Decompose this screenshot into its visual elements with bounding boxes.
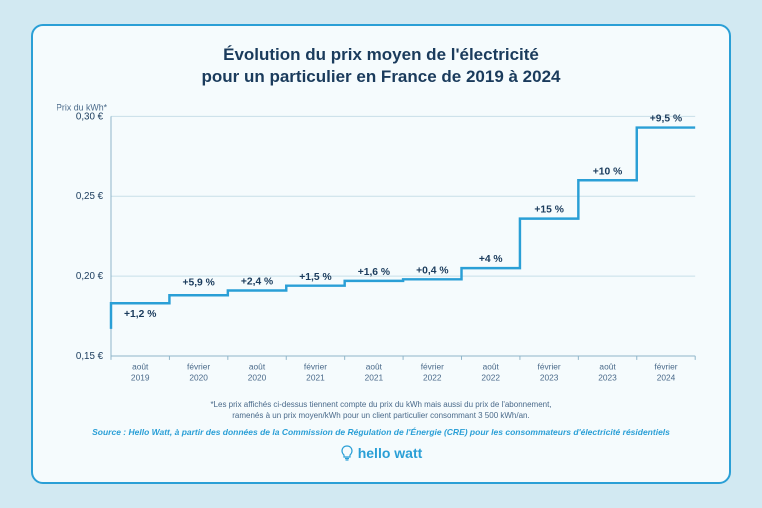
x-tick-label: février — [304, 362, 327, 372]
x-tick-label: février — [538, 362, 561, 372]
source-text: Source : Hello Watt, à partir des donnée… — [57, 427, 705, 437]
logo-text: hello watt — [358, 445, 423, 461]
title-line-1: Évolution du prix moyen de l'électricité — [223, 45, 539, 64]
x-tick-label: 2024 — [657, 373, 676, 383]
lightbulb-icon — [340, 445, 354, 461]
pct-change-label: +1,5 % — [299, 272, 331, 283]
x-tick-label: 2022 — [481, 373, 500, 383]
x-tick-label: février — [654, 362, 677, 372]
x-tick-label: 2021 — [306, 373, 325, 383]
footnote-line-1: *Les prix affichés ci-dessus tiennent co… — [210, 400, 551, 409]
x-tick-label: 2023 — [540, 373, 559, 383]
pct-change-label: +10 % — [593, 167, 622, 178]
x-tick-label: août — [249, 362, 266, 372]
pct-change-label: +0,4 % — [416, 266, 448, 277]
pct-change-label: +2,4 % — [241, 277, 273, 288]
footnote: *Les prix affichés ci-dessus tiennent co… — [57, 400, 705, 421]
x-tick-label: février — [187, 362, 210, 372]
x-tick-label: février — [421, 362, 444, 372]
logo: hello watt — [57, 445, 705, 461]
chart-card: Évolution du prix moyen de l'électricité… — [31, 24, 731, 484]
x-tick-label: 2020 — [248, 373, 267, 383]
x-tick-label: août — [132, 362, 149, 372]
pct-change-label: +1,2 % — [124, 309, 156, 320]
pct-change-label: +9,5 % — [650, 114, 682, 125]
pct-change-label: +4 % — [479, 254, 503, 265]
pct-change-label: +5,9 % — [182, 278, 214, 289]
x-tick-label: 2021 — [365, 373, 384, 383]
y-tick-label: 0,30 € — [76, 112, 104, 123]
x-tick-label: 2020 — [189, 373, 208, 383]
x-tick-label: 2022 — [423, 373, 442, 383]
x-tick-label: août — [599, 362, 616, 372]
y-tick-label: 0,25 € — [76, 191, 104, 202]
footnote-line-2: ramenés à un prix moyen/kWh pour un clie… — [232, 411, 529, 420]
step-chart-svg: 0,15 € 0,20 € 0,25 € 0,30 €Prix du kWh* août… — [57, 96, 705, 396]
y-tick-label: 0,20 € — [76, 271, 104, 282]
x-tick-label: 2023 — [598, 373, 617, 383]
chart-title: Évolution du prix moyen de l'électricité… — [57, 44, 705, 88]
y-tick-label: 0,15 € — [76, 351, 104, 362]
x-tick-label: août — [366, 362, 383, 372]
title-line-2: pour un particulier en France de 2019 à … — [201, 67, 560, 86]
chart-area: 0,15 € 0,20 € 0,25 € 0,30 €Prix du kWh* août… — [57, 96, 705, 396]
x-tick-label: août — [483, 362, 500, 372]
pct-change-label: +1,6 % — [358, 267, 390, 278]
x-tick-label: 2019 — [131, 373, 150, 383]
pct-change-label: +15 % — [534, 205, 563, 216]
y-axis-title: Prix du kWh* — [57, 103, 108, 113]
